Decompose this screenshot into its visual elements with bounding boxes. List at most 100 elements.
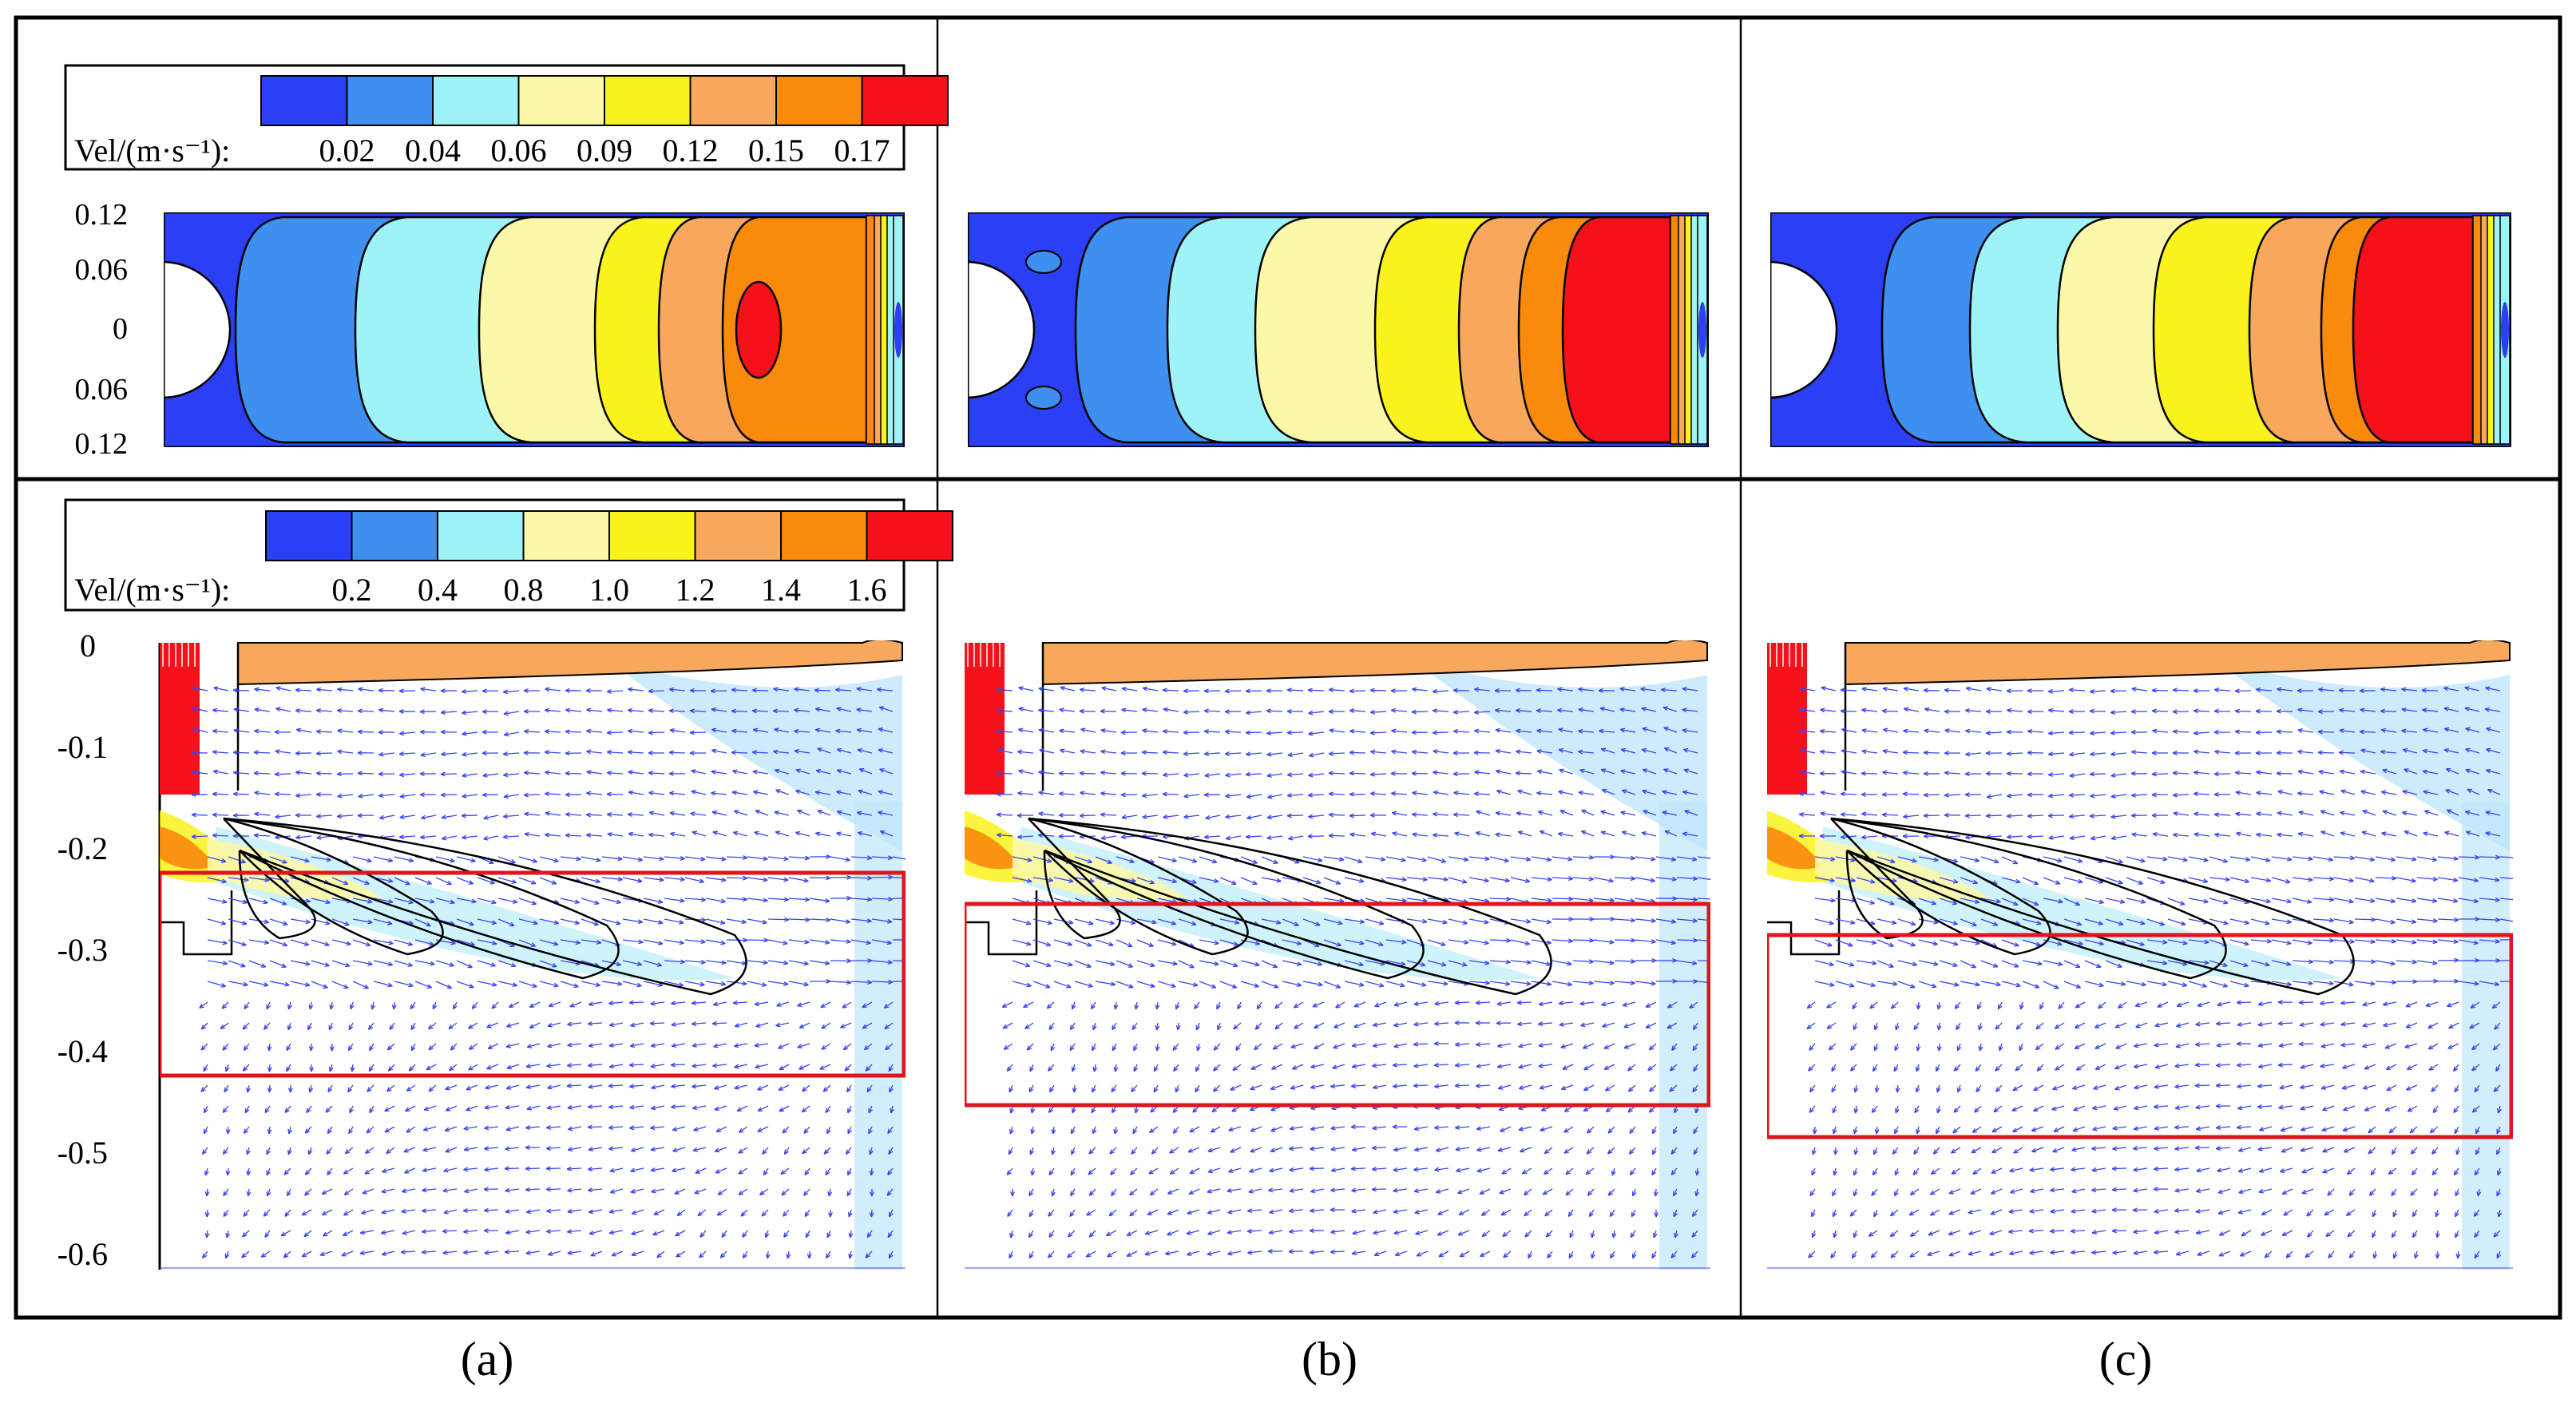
vector-head (1411, 771, 1417, 776)
vector-head (2068, 709, 2074, 714)
vector-head (1607, 1128, 1613, 1134)
velocity-vector (2229, 856, 2250, 861)
velocity-vector (1246, 731, 1262, 734)
vector-head (876, 687, 882, 692)
vector-head (504, 1166, 509, 1171)
velocity-vector (2416, 918, 2438, 922)
vector-head (653, 1211, 659, 1215)
velocity-vector (295, 794, 312, 797)
vector-head (763, 856, 768, 862)
velocity-vector (2333, 981, 2354, 986)
vector-head (870, 1191, 874, 1197)
vector-head (222, 1149, 228, 1155)
velocity-vector (2001, 856, 2018, 865)
velocity-vector (742, 1230, 748, 1238)
velocity-vector (1519, 1084, 1532, 1089)
velocity-vector (2105, 877, 2123, 885)
velocity-vector (1540, 1126, 1553, 1132)
velocity-shade (854, 803, 902, 1270)
vector-head (440, 729, 446, 735)
vector-head (692, 1084, 697, 1089)
vector-head (878, 748, 883, 753)
velocity-vector (588, 1167, 603, 1171)
vector-head (606, 812, 612, 817)
velocity-vector (2375, 939, 2396, 942)
vector-head (846, 1108, 852, 1114)
velocity-vector (1157, 898, 1178, 903)
vector-head (1378, 921, 1385, 925)
velocity-vector (2443, 687, 2459, 692)
vector-head (2138, 880, 2143, 885)
vector-head (1630, 876, 1636, 882)
vector-head (525, 1166, 530, 1171)
velocity-vector (643, 960, 662, 967)
velocity-vector (713, 1043, 727, 1048)
vector-head (232, 834, 238, 838)
vector-head (2047, 772, 2054, 777)
vector-head (2285, 961, 2292, 966)
vector-head (1910, 921, 1916, 926)
velocity-vector (2382, 769, 2397, 775)
vector-head (743, 855, 748, 860)
velocity-vector (691, 770, 707, 775)
vector-head (1411, 709, 1417, 715)
vector-head (1841, 769, 1846, 775)
velocity-vector (1820, 709, 1837, 712)
velocity-vector (1232, 1064, 1242, 1071)
velocity-vector (1370, 792, 1387, 795)
vector-head (824, 940, 830, 945)
velocity-vector (1689, 1001, 1698, 1009)
vector-head (795, 830, 801, 836)
vector-head (404, 1107, 410, 1112)
vector-head (308, 1046, 314, 1052)
vector-head (282, 941, 288, 947)
vector-head (1289, 1167, 1294, 1172)
velocity-vector (243, 1209, 250, 1217)
vector-head (1952, 962, 1958, 968)
velocity-vector (1856, 918, 1876, 925)
vector-head (1393, 1187, 1398, 1193)
velocity-vector (1121, 708, 1138, 712)
vector-head (1682, 728, 1687, 733)
vector-head (2443, 727, 2450, 732)
vector-head (627, 707, 633, 713)
vector-head (1544, 1211, 1550, 1217)
velocity-vector (2250, 939, 2272, 942)
velocity-vector (997, 814, 1013, 816)
velocity-vector (228, 960, 246, 968)
velocity-vector (505, 1209, 520, 1213)
vector-head (1113, 1067, 1119, 1072)
velocity-vector (1623, 1022, 1636, 1028)
vector-head (2412, 939, 2417, 945)
vector-head (752, 769, 758, 775)
vector-head (426, 921, 431, 927)
vector-head (1965, 686, 1972, 692)
velocity-vector (567, 1167, 582, 1170)
vector-head (606, 730, 612, 735)
velocity-vector (316, 752, 333, 755)
velocity-vector (1144, 1250, 1159, 1255)
vector-head (763, 937, 769, 943)
vector-head (669, 791, 675, 796)
vector-head (1673, 1128, 1678, 1135)
vector-head (1369, 709, 1376, 715)
velocity-vector (1620, 811, 1636, 816)
vector-head (1188, 1190, 1195, 1195)
velocity-vector (2485, 811, 2501, 816)
vector-head (836, 790, 842, 795)
velocity-vector (1427, 918, 1448, 924)
vector-head (1455, 1147, 1460, 1151)
velocity-vector (2423, 832, 2439, 837)
vector-head (628, 770, 633, 775)
vector-head (1029, 1149, 1035, 1155)
velocity-vector (2126, 877, 2143, 885)
velocity-vector (2333, 918, 2354, 924)
velocity-vector (2250, 898, 2271, 902)
velocity-vector (399, 835, 416, 838)
velocity-vector (1664, 747, 1678, 754)
vector-head (1434, 1167, 1440, 1172)
velocity-vector (1628, 1084, 1636, 1092)
vector-head (1603, 1044, 1609, 1049)
velocity-vector (1249, 1167, 1262, 1173)
vector-head (1349, 728, 1355, 734)
